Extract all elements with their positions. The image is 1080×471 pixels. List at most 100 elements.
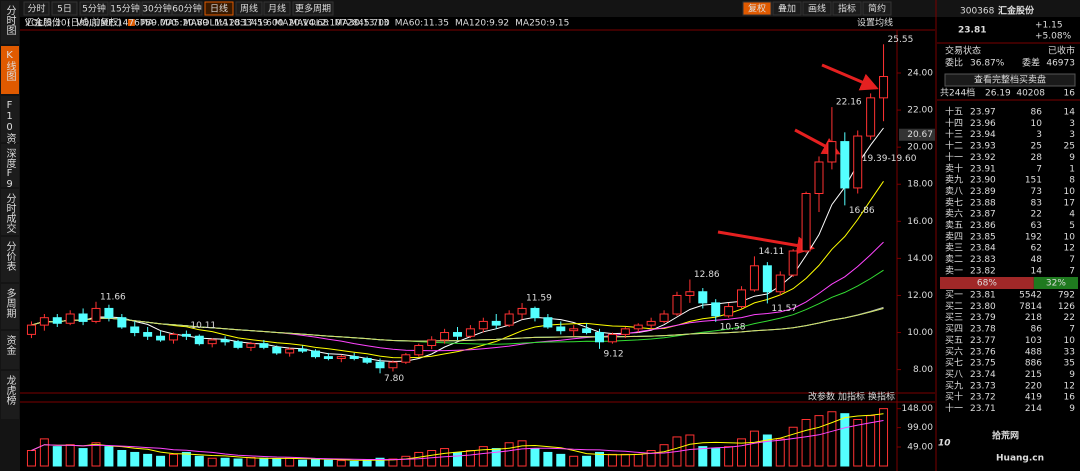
sidebar-label[interactable]: 资金 (4, 335, 16, 355)
book-level: 买一 (945, 290, 963, 301)
book-count: 12 (1064, 244, 1075, 254)
candle-body (582, 328, 592, 334)
tool-label[interactable]: 复权 (748, 3, 766, 15)
sidebar-tab[interactable] (1, 284, 19, 329)
book-level: 十一 (945, 402, 963, 414)
period-tab[interactable] (51, 1, 78, 16)
book-volume: 419 (1025, 393, 1042, 403)
tool-tab[interactable] (832, 1, 862, 16)
book-count: 9 (1069, 370, 1075, 380)
sidebar-label[interactable]: 深度F9 (4, 148, 16, 190)
volume-bar (762, 434, 772, 467)
book-count: 5 (1069, 221, 1075, 231)
volume-bar (65, 444, 75, 467)
candle-body (181, 333, 191, 337)
candle-body (620, 328, 630, 335)
book-count: 10 (1064, 336, 1076, 346)
sidebar-tab[interactable] (1, 46, 19, 94)
tool-tab[interactable] (862, 1, 892, 16)
sidebar-tab[interactable] (1, 144, 19, 187)
book-price: 23.73 (970, 381, 996, 391)
vol-button[interactable]: 改参数 (808, 391, 835, 403)
period-label[interactable]: 更多周期 (295, 3, 331, 15)
tool-label[interactable]: 画线 (808, 3, 826, 15)
period-label[interactable]: 分时 (27, 3, 45, 15)
sidebar-tab[interactable] (1, 96, 19, 142)
book-price: 23.78 (970, 325, 996, 335)
sidebar-label[interactable]: 分时成交 (4, 193, 16, 234)
period-label[interactable]: 周线 (240, 3, 258, 15)
period-label[interactable]: 15分钟 (110, 3, 139, 15)
ma-settings[interactable]: 设置均线 (857, 17, 893, 29)
sidebar-label[interactable]: 龙虎榜 (4, 374, 16, 406)
y-tick-label: 8.00 (913, 365, 933, 375)
period-tab[interactable] (204, 1, 234, 16)
vol-button[interactable]: 加指标 (838, 391, 865, 403)
tool-tab[interactable] (772, 1, 802, 16)
candle-body (788, 250, 798, 276)
ma-line (31, 181, 884, 359)
period-label[interactable]: 60分钟 (172, 3, 201, 15)
candle-body (39, 317, 49, 326)
sidebar-tab[interactable] (1, 1, 19, 44)
stock-code: 300368 (960, 7, 995, 17)
book-level: 卖二 (945, 254, 963, 265)
period-tab[interactable] (292, 1, 334, 16)
volume-bar (104, 446, 114, 467)
candle-body (491, 320, 501, 326)
sidebar-label[interactable]: F10资料 (4, 100, 16, 154)
period-tab[interactable] (23, 1, 50, 16)
price-annotation: 10.11 (190, 321, 216, 331)
tool-label[interactable]: 叠加 (778, 4, 796, 15)
sidebar-label[interactable]: 多周期 (4, 287, 16, 319)
book-level: 买十 (945, 391, 963, 403)
book-level: 十一 (945, 151, 963, 163)
volume-bar (517, 440, 527, 467)
sidebar-label[interactable]: K线图 (4, 50, 16, 82)
period-label[interactable]: 5日 (57, 4, 72, 15)
candle-body (530, 307, 540, 319)
sidebar-label[interactable]: 分时图 (4, 5, 16, 36)
vol-button[interactable]: 换指标 (868, 391, 895, 403)
tool-label[interactable]: 指标 (838, 3, 856, 15)
sidebar-tab[interactable] (1, 371, 19, 419)
tool-label[interactable]: 简约 (868, 3, 886, 15)
period-label[interactable]: 月线 (268, 3, 286, 15)
book-volume: 86 (1031, 108, 1043, 118)
candle-body (388, 361, 398, 369)
volume-bar (233, 458, 243, 467)
sidebar-tab[interactable] (1, 237, 19, 282)
price-annotation: 22.16 (836, 98, 862, 108)
book-level: 卖九 (945, 175, 963, 186)
book-price: 23.96 (970, 119, 996, 129)
period-tab[interactable] (109, 1, 141, 16)
book-price: 23.82 (970, 266, 996, 276)
stock-price: 23.81 (958, 26, 986, 36)
period-tab[interactable] (79, 1, 109, 16)
period-label[interactable]: 日线 (210, 3, 228, 15)
book-volume: 25 (1031, 142, 1042, 152)
period-label[interactable]: 5分钟 (82, 3, 106, 15)
period-tab[interactable] (235, 1, 263, 16)
candle-body (633, 324, 643, 330)
candle-body (375, 361, 385, 369)
period-tab[interactable] (263, 1, 291, 16)
volume-bar (285, 457, 295, 467)
volume-bar (388, 458, 398, 467)
book-total: 26.19 (985, 89, 1011, 99)
sidebar-label[interactable]: 分价表 (4, 241, 16, 272)
tool-tab[interactable] (742, 1, 772, 16)
tool-tab[interactable] (802, 1, 832, 16)
period-label[interactable]: 30分钟 (142, 3, 171, 15)
volume-bar (659, 444, 669, 467)
stock-name: 汇金股份 (998, 5, 1035, 17)
volume-bar (840, 413, 850, 467)
book-button-label[interactable]: 查看完整档买卖盘 (974, 74, 1046, 86)
sidebar-tab[interactable] (1, 189, 19, 235)
period-tab[interactable] (171, 1, 203, 16)
book-button[interactable] (944, 73, 1076, 87)
sidebar-tab[interactable] (1, 331, 19, 369)
book-volume: 214 (1025, 404, 1042, 414)
book-volume: 86 (1031, 325, 1043, 335)
volume-bar (801, 419, 811, 467)
